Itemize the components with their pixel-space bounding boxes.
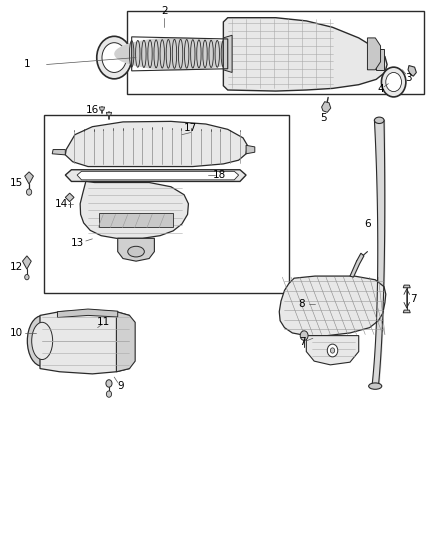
Polygon shape — [65, 122, 247, 166]
Circle shape — [330, 348, 335, 353]
Polygon shape — [40, 310, 130, 374]
Polygon shape — [117, 312, 135, 372]
Polygon shape — [118, 238, 154, 261]
Polygon shape — [367, 38, 381, 70]
Text: 7: 7 — [299, 337, 305, 347]
Text: 5: 5 — [321, 112, 327, 123]
Text: 15: 15 — [9, 177, 23, 188]
Polygon shape — [350, 253, 364, 277]
Polygon shape — [77, 171, 239, 180]
Polygon shape — [306, 336, 359, 365]
Text: 18: 18 — [212, 169, 226, 180]
Polygon shape — [57, 309, 118, 318]
Polygon shape — [65, 169, 246, 181]
Text: 16: 16 — [86, 104, 99, 115]
Text: 10: 10 — [9, 328, 22, 338]
Polygon shape — [376, 49, 384, 70]
Ellipse shape — [374, 117, 384, 124]
Circle shape — [106, 379, 112, 387]
Circle shape — [381, 67, 406, 97]
Circle shape — [97, 36, 132, 79]
Polygon shape — [99, 213, 173, 227]
Text: 14: 14 — [55, 199, 68, 209]
Polygon shape — [408, 66, 417, 76]
Polygon shape — [52, 150, 65, 155]
Bar — [127, 11, 424, 94]
Text: 9: 9 — [117, 381, 124, 391]
Text: 12: 12 — [9, 262, 23, 271]
Bar — [44, 115, 289, 293]
Text: 17: 17 — [184, 123, 197, 133]
Circle shape — [25, 274, 29, 280]
Text: 3: 3 — [406, 73, 412, 83]
Polygon shape — [403, 285, 410, 288]
Text: 13: 13 — [71, 238, 84, 247]
Text: 2: 2 — [161, 6, 168, 17]
Text: 4: 4 — [377, 84, 384, 94]
Circle shape — [26, 189, 32, 195]
Polygon shape — [99, 107, 105, 110]
Ellipse shape — [128, 246, 145, 257]
Text: 6: 6 — [364, 219, 371, 229]
Polygon shape — [80, 181, 188, 238]
Circle shape — [106, 391, 112, 397]
Circle shape — [327, 344, 338, 357]
Text: 11: 11 — [97, 317, 110, 327]
Polygon shape — [279, 276, 386, 336]
Polygon shape — [22, 256, 31, 269]
Ellipse shape — [32, 322, 53, 360]
Text: 8: 8 — [299, 298, 305, 309]
Polygon shape — [321, 102, 331, 112]
Polygon shape — [25, 172, 33, 184]
Polygon shape — [246, 146, 255, 154]
Polygon shape — [65, 193, 74, 201]
Polygon shape — [223, 18, 387, 91]
Text: 1: 1 — [24, 60, 30, 69]
Ellipse shape — [27, 316, 57, 366]
Circle shape — [300, 331, 308, 341]
Ellipse shape — [369, 383, 382, 389]
Ellipse shape — [114, 37, 245, 70]
Circle shape — [102, 43, 127, 72]
Polygon shape — [223, 35, 232, 72]
Text: 7: 7 — [410, 294, 417, 304]
Polygon shape — [403, 310, 410, 313]
Polygon shape — [106, 112, 112, 116]
Circle shape — [386, 72, 402, 92]
